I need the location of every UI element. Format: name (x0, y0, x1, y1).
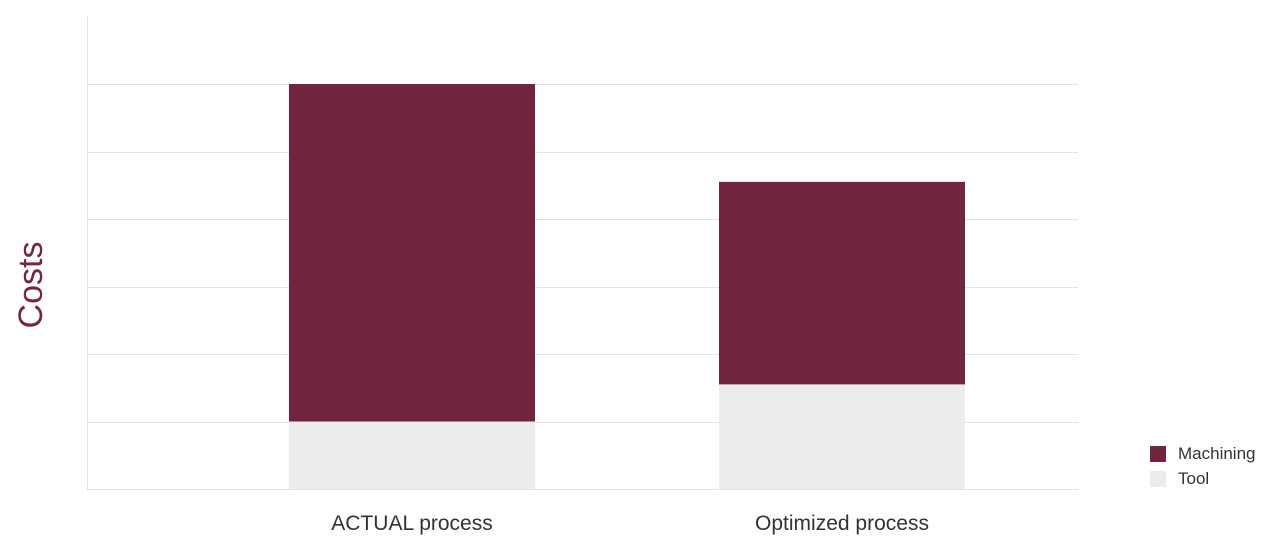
legend-item-tool: Tool (1150, 467, 1256, 490)
axes (87, 16, 1078, 490)
legend-label: Tool (1178, 468, 1210, 488)
bar-tool-1 (289, 421, 535, 489)
x-tick-label: Optimized process (755, 512, 929, 535)
legend-swatch (1150, 470, 1166, 487)
y-axis-label: Costs (12, 242, 50, 329)
legend-swatch (1150, 445, 1166, 462)
bar-tool-2 (719, 384, 965, 489)
bar-machining-1 (289, 84, 535, 422)
legend-item-machining: Machining (1150, 442, 1256, 465)
bars (289, 84, 965, 489)
legend-label: Machining (1178, 443, 1256, 463)
x-tick-label: ACTUAL process (331, 512, 492, 535)
legend: Machining Tool (1150, 442, 1256, 492)
bar-machining-2 (719, 181, 965, 385)
x-tick-labels: ACTUAL process Optimized process (331, 512, 929, 535)
